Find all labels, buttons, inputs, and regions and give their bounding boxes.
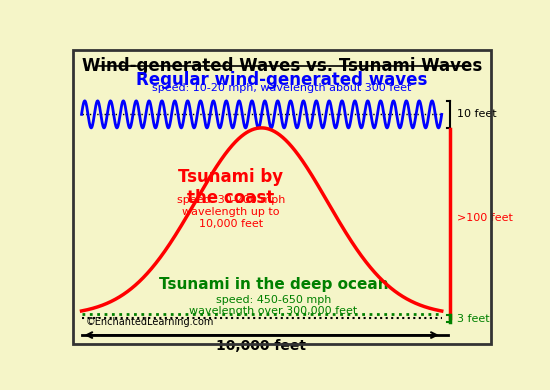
Text: Wind-generated Waves vs. Tsunami Waves: Wind-generated Waves vs. Tsunami Waves	[82, 57, 482, 75]
Text: 3 feet: 3 feet	[456, 314, 490, 324]
Text: 10 feet: 10 feet	[456, 109, 496, 119]
Text: Regular wind-generated waves: Regular wind-generated waves	[136, 71, 427, 89]
Text: speed: 10-20 mph, wavelength about 300 feet: speed: 10-20 mph, wavelength about 300 f…	[152, 83, 411, 94]
Text: ©EnchantedLearning.com: ©EnchantedLearning.com	[86, 317, 214, 327]
Text: speed: 30-200 mph
wavelength up to
10,000 feet: speed: 30-200 mph wavelength up to 10,00…	[177, 195, 285, 229]
Text: Tsunami by
the coast: Tsunami by the coast	[178, 168, 283, 207]
Text: >100 feet: >100 feet	[456, 213, 513, 223]
Text: Tsunami in the deep ocean: Tsunami in the deep ocean	[158, 277, 388, 292]
Text: speed: 450-650 mph
wavelength over 300,000 feet: speed: 450-650 mph wavelength over 300,0…	[189, 294, 358, 316]
Text: 10,000 feet: 10,000 feet	[216, 339, 306, 353]
